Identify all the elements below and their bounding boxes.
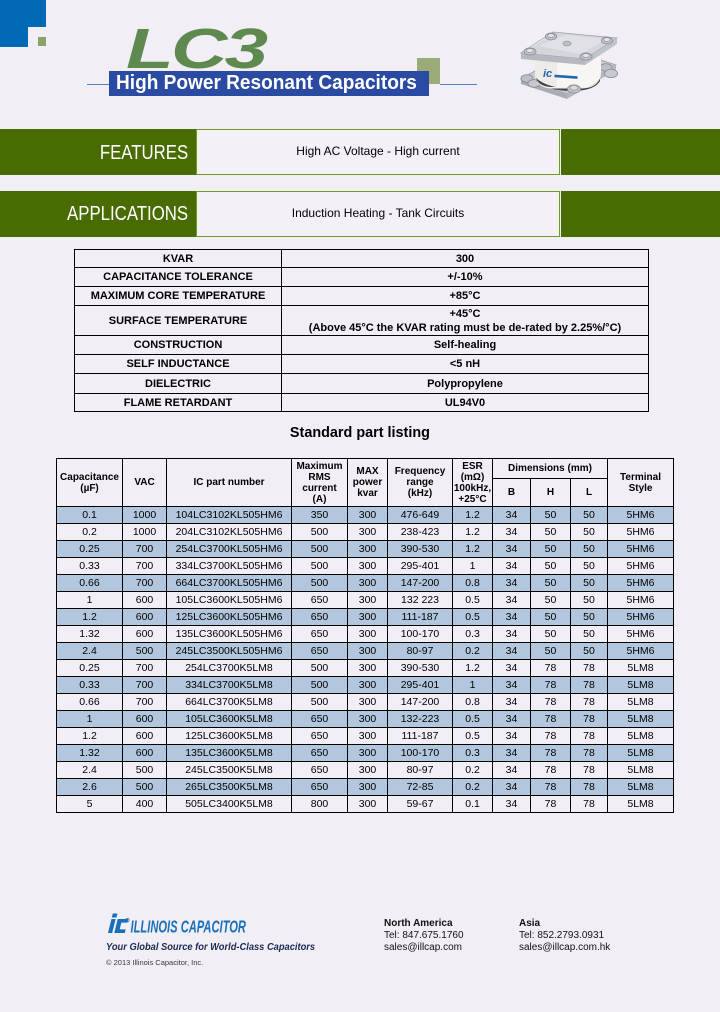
svg-text:ic: ic — [543, 68, 552, 80]
svg-text:ILLINOIS CAPACITOR: ILLINOIS CAPACITOR — [131, 917, 247, 936]
